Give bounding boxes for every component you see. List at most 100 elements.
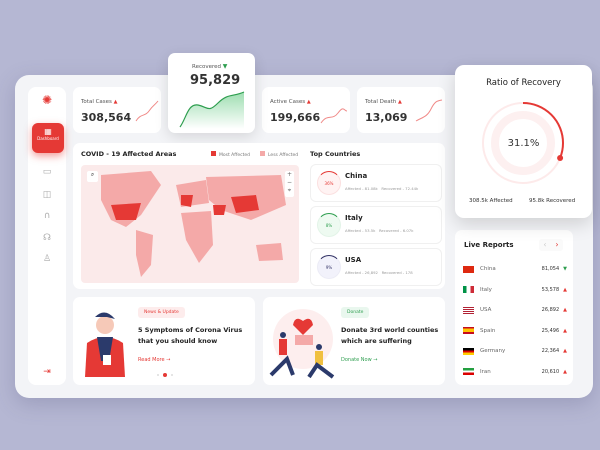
pager: ‹ ›	[539, 239, 563, 251]
live-reports-title: Live Reports	[464, 241, 514, 249]
headset-icon[interactable]: ∩	[43, 211, 51, 221]
progress-ring: 8%	[317, 213, 341, 237]
donate-illustration	[269, 309, 335, 379]
case-count: 20,610	[541, 368, 560, 375]
donate-title: Donate 3rd world counties which are suff…	[341, 326, 439, 345]
prev-button[interactable]: ‹	[543, 240, 547, 249]
trend-up-icon: ▲	[397, 99, 402, 105]
case-count: 22,364	[541, 348, 560, 354]
live-report-row[interactable]: China 81,054 ▼	[463, 264, 567, 274]
stat-value: 13,069	[365, 111, 408, 124]
world-map[interactable]: ⌕ + − ⌖	[81, 165, 299, 283]
trend-up-icon: ▲	[563, 368, 567, 375]
live-report-row[interactable]: Iran 20,610 ▲	[463, 367, 567, 377]
map-title: COVID - 19 Affected Areas	[81, 150, 177, 158]
stat-total-cases: Total Cases ▲ 308,564	[73, 87, 161, 133]
live-report-row[interactable]: Germany 22,364 ▲	[463, 346, 567, 356]
sidebar: ✺ ▦ Dashboard ▭ ◫ ∩ ☊ ♙ ⇥	[28, 87, 66, 385]
next-button[interactable]: ›	[555, 240, 559, 249]
case-count: 25,496	[541, 327, 560, 334]
country-name: Italy	[480, 286, 492, 293]
trend-up-icon: ▲	[563, 348, 567, 354]
top-countries-title: Top Countries	[310, 150, 361, 158]
live-report-row[interactable]: Spain 25,496 ▲	[463, 326, 567, 336]
top-country-usa[interactable]: 9% USA Affected - 26,892 Recovered - 178	[310, 248, 442, 286]
live-report-row[interactable]: Italy 53,578 ▲	[463, 285, 567, 295]
logo-virus-icon: ✺	[41, 93, 53, 107]
recovery-gauge	[482, 102, 564, 184]
trend-up-icon: ▲	[563, 327, 567, 334]
progress-ring: 36%	[317, 171, 341, 195]
trend-up-icon: ▲	[306, 99, 311, 105]
country-stats: Affected - 53.5k Recovered - 6.07k	[345, 228, 414, 233]
stat-value: 308,564	[81, 111, 132, 124]
sparkline	[415, 99, 443, 122]
affected-count: 308.5k Affected	[469, 198, 513, 204]
carousel-dots[interactable]	[157, 373, 173, 377]
doctor-icon[interactable]: ♙	[42, 254, 52, 264]
sidebar-item-label: Dashboard	[37, 136, 59, 141]
flag-icon	[463, 327, 474, 334]
zoom-controls[interactable]: + − ⌖	[285, 171, 294, 197]
country-name: Germany	[480, 348, 506, 354]
ratio-of-recovery-card: Ratio of Recovery 31.1% 308.5k Affected …	[455, 65, 592, 218]
trend-up-icon: ▲	[563, 286, 567, 293]
case-count: 26,892	[541, 307, 560, 313]
stat-label: Total Cases	[81, 99, 112, 105]
world-map-shapes	[101, 171, 286, 277]
ratio-title: Ratio of Recovery	[486, 78, 561, 88]
news-title: 5 Symptoms of Corona Virus that you shou…	[138, 326, 243, 345]
news-illustration	[85, 312, 125, 377]
stat-total-death: Total Death ▲ 13,069	[357, 87, 445, 133]
donate-now-link[interactable]: Donate Now →	[341, 357, 378, 363]
flag-icon	[463, 286, 474, 293]
map-legend: Most Affected Less Affected	[211, 151, 298, 158]
stat-value: 199,666	[270, 111, 321, 124]
news-card: News & Update 5 Symptoms of Corona Virus…	[73, 297, 255, 385]
country-name: Italy	[345, 214, 363, 222]
gauge-knob	[557, 154, 564, 161]
ratio-value: 31.1%	[507, 138, 540, 149]
top-country-china[interactable]: 36% China Affected - 81.08k Recovered - …	[310, 164, 442, 202]
progress-ring: 9%	[317, 255, 341, 279]
stat-label: Recovered	[192, 64, 222, 70]
trend-up-icon: ▲	[113, 99, 118, 105]
live-report-row[interactable]: USA 26,892 ▲	[463, 305, 567, 315]
sparkline	[179, 91, 245, 129]
trend-down-icon: ▼	[563, 266, 567, 272]
map-search-icon[interactable]: ⌕	[87, 171, 98, 182]
hands-icon[interactable]: ☊	[43, 233, 51, 243]
stat-value: 95,829	[190, 73, 241, 88]
stat-recovered: Recovered ▼ 95,829	[168, 53, 255, 133]
sparkline	[320, 108, 348, 124]
flag-icon	[463, 265, 474, 273]
stat-label: Total Death	[365, 99, 397, 105]
flag-icon	[463, 368, 474, 375]
chart-icon[interactable]: ◫	[42, 190, 52, 200]
map-icon[interactable]: ▭	[42, 167, 52, 177]
trend-up-icon: ▲	[563, 307, 567, 313]
country-stats: Affected - 26,892 Recovered - 178	[345, 270, 413, 275]
legend-less-affected: Less Affected	[260, 151, 298, 158]
country-name: China	[345, 172, 368, 180]
case-count: 81,054	[541, 266, 560, 272]
sidebar-item-dashboard[interactable]: ▦ Dashboard	[32, 123, 64, 153]
recovered-count: 95.8k Recovered	[529, 198, 576, 204]
sparkline	[135, 100, 159, 122]
country-name: China	[480, 266, 496, 272]
donate-tag: Donate	[341, 307, 370, 318]
trend-down-icon: ▼	[222, 63, 228, 70]
case-count: 53,578	[541, 286, 560, 293]
country-name: Iran	[480, 368, 491, 375]
news-tag: News & Update	[138, 307, 185, 318]
country-name: USA	[480, 307, 492, 313]
top-country-italy[interactable]: 8% Italy Affected - 53.5k Recovered - 6.…	[310, 206, 442, 244]
legend-most-affected: Most Affected	[211, 151, 250, 158]
stat-label: Active Cases	[270, 99, 306, 105]
country-stats: Affected - 81.08k Recovered - 72.44k	[345, 186, 419, 191]
flag-icon	[463, 347, 474, 355]
logout-icon[interactable]: ⇥	[43, 367, 51, 377]
dashboard-icon: ▦	[44, 127, 52, 136]
read-more-link[interactable]: Read More →	[138, 357, 171, 363]
stat-active-cases: Active Cases ▲ 199,666	[262, 87, 350, 133]
